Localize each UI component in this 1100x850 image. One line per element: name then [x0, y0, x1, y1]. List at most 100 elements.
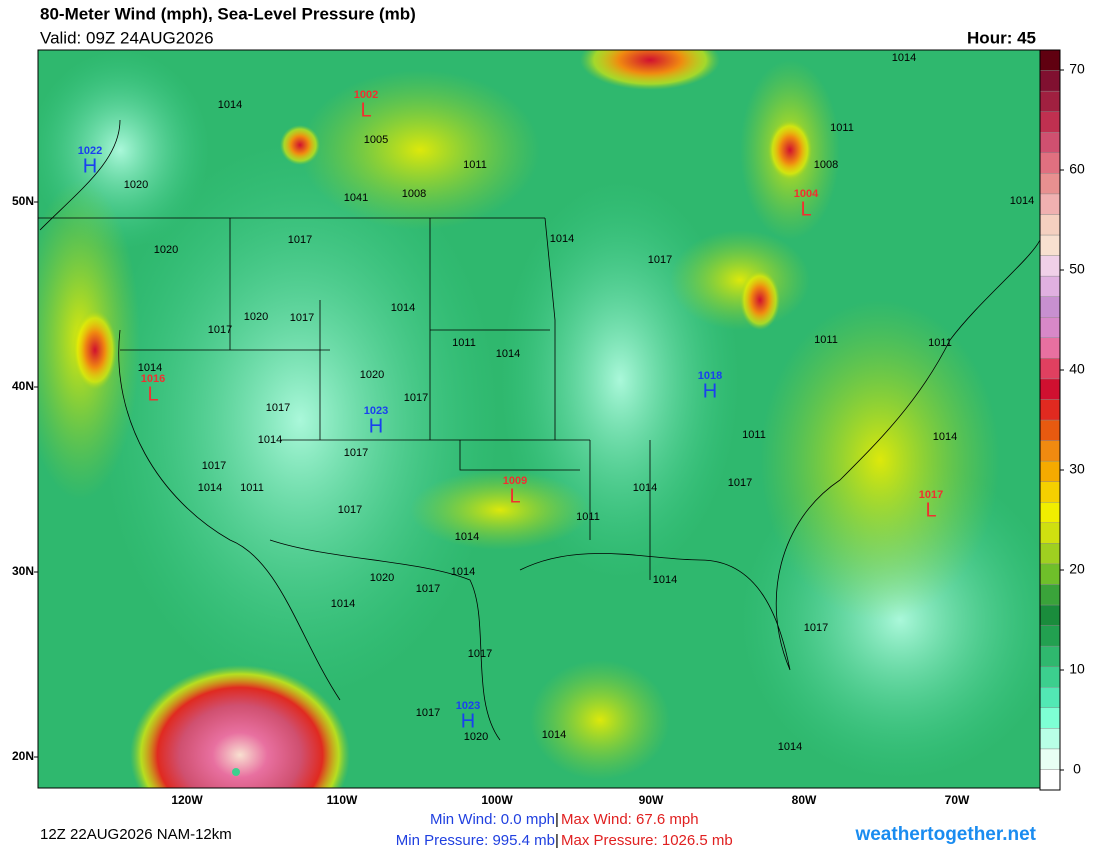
colorbar-segment	[1039, 152, 1061, 174]
center-value: 1004	[794, 188, 819, 200]
center-value: 1016	[141, 373, 165, 385]
field-blob	[530, 660, 670, 780]
isobar-label: 1014	[331, 598, 355, 610]
hurricane-eye	[232, 768, 240, 776]
lon-label: 100W	[481, 793, 513, 807]
colorbar-segment	[1039, 502, 1061, 523]
center-value: 1017	[919, 489, 943, 501]
isobar-label: 1017	[648, 254, 672, 266]
lon-label: 90W	[639, 793, 664, 807]
isobar-label: 1014	[933, 431, 957, 443]
colorbar-label: 10	[1069, 661, 1085, 677]
colorbar-segment	[1039, 173, 1061, 195]
colorbar-segment	[1039, 584, 1061, 606]
isobar-label: 1014	[451, 566, 475, 578]
isobar-label: 1020	[124, 179, 148, 191]
isobar-label: 1017	[804, 622, 828, 634]
colorbar-segment	[1039, 481, 1061, 503]
isobar-label: 1017	[404, 392, 428, 404]
colorbar-segment	[1039, 296, 1061, 318]
isobar-label: 1017	[468, 648, 492, 660]
isobar-label: 1014	[1010, 195, 1034, 207]
colorbar-segment	[1039, 769, 1061, 791]
center-symbol: L	[925, 499, 936, 521]
colorbar-segment	[1039, 49, 1061, 71]
forecast-hour: Hour: 45	[967, 28, 1036, 47]
model-run: 12Z 22AUG2026 NAM-12km	[40, 826, 232, 843]
colorbar-segment	[1039, 604, 1061, 626]
isobar-label: 1041	[344, 192, 368, 204]
field-blob	[580, 50, 720, 90]
isobar-label: 1017	[416, 707, 440, 719]
colorbar-segment	[1039, 440, 1061, 462]
colorbar-segment	[1039, 625, 1061, 647]
colorbar-segment	[1039, 707, 1061, 729]
colorbar-segment	[1039, 543, 1061, 565]
isobar-label: 1014	[892, 52, 916, 64]
isobar-label: 1014	[391, 302, 415, 314]
lat-label: 40N	[12, 379, 34, 393]
isobar-label: 1008	[814, 159, 838, 171]
center-value: 1023	[456, 700, 480, 712]
center-symbol: L	[147, 383, 158, 405]
isobar-label: 1017	[344, 447, 368, 459]
lon-label: 80W	[792, 793, 817, 807]
colorbar-segment	[1039, 687, 1061, 708]
colorbar-segment	[1039, 317, 1061, 338]
isobar-label: 1017	[208, 324, 232, 336]
colorbar-label: 60	[1069, 161, 1085, 177]
center-symbol: L	[800, 198, 811, 220]
field-blob	[740, 270, 780, 330]
colorbar-label: 0	[1073, 761, 1081, 777]
colorbar-segment	[1039, 70, 1061, 92]
field-blob	[100, 140, 500, 700]
center-symbol: L	[509, 485, 520, 507]
isobar-label: 1011	[814, 334, 838, 346]
field-blob	[73, 310, 117, 390]
isobar-label: 1014	[542, 729, 566, 741]
separator: |	[555, 832, 559, 849]
lon-label: 120W	[171, 793, 203, 807]
valid-time: Valid: 09Z 24AUG2026	[40, 28, 214, 47]
colorbar-segment	[1039, 748, 1061, 770]
colorbar-label: 70	[1069, 61, 1085, 77]
colorbar-label: 20	[1069, 561, 1085, 577]
isobar-label: 1014	[653, 574, 677, 586]
lat-label: 30N	[12, 564, 34, 578]
isobar-label: 1014	[258, 434, 282, 446]
isobar-label: 1014	[218, 99, 242, 111]
colorbar-segment	[1039, 645, 1061, 667]
colorbar-frame	[1039, 49, 1061, 791]
colorbar-segment	[1039, 522, 1061, 544]
colorbar-segment	[1039, 378, 1061, 400]
min-wind: Min Wind: 0.0 mph	[430, 811, 555, 828]
isobar-label: 1011	[576, 511, 600, 523]
isobar-label: 1017	[416, 583, 440, 595]
center-symbol: L	[360, 99, 371, 121]
center-symbol: H	[703, 380, 717, 402]
isobar-label: 1011	[830, 122, 854, 134]
field-blob	[300, 70, 540, 230]
center-symbol: H	[83, 155, 97, 177]
max-wind: Max Wind: 67.6 mph	[561, 811, 699, 828]
colorbar-segment	[1039, 666, 1061, 688]
isobar-label: 1014	[633, 482, 657, 494]
colorbar-segment	[1039, 337, 1061, 359]
lon-label: 110W	[327, 793, 358, 807]
center-value: 1002	[354, 89, 378, 101]
colorbar-segment	[1039, 90, 1061, 112]
isobar-label: 1005	[364, 134, 388, 146]
isobar-label: 1014	[550, 233, 574, 245]
isobar-label: 1020	[154, 244, 178, 256]
wind-field	[38, 50, 1040, 788]
lat-label: 20N	[12, 749, 34, 763]
boundaries	[38, 119, 1040, 741]
field-blob	[280, 125, 320, 165]
center-value: 1018	[698, 370, 722, 382]
isobar-label: 1011	[463, 159, 487, 171]
center-symbol: H	[369, 415, 383, 437]
title: 80-Meter Wind (mph), Sea-Level Pressure …	[40, 4, 416, 23]
colorbar-segment	[1039, 214, 1061, 236]
colorbar-segment	[1039, 132, 1061, 153]
center-value: 1023	[364, 405, 388, 417]
